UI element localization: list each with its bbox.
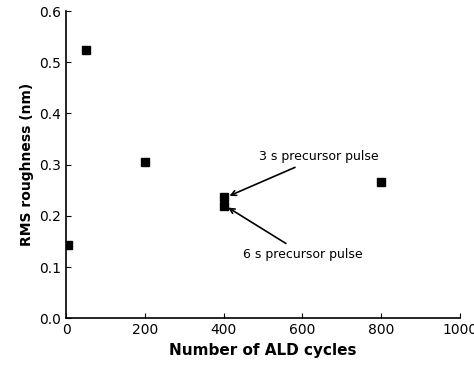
Text: 6 s precursor pulse: 6 s precursor pulse [229,209,363,261]
Y-axis label: RMS roughness (nm): RMS roughness (nm) [20,83,34,246]
X-axis label: Number of ALD cycles: Number of ALD cycles [169,343,357,358]
Text: 3 s precursor pulse: 3 s precursor pulse [231,151,379,195]
